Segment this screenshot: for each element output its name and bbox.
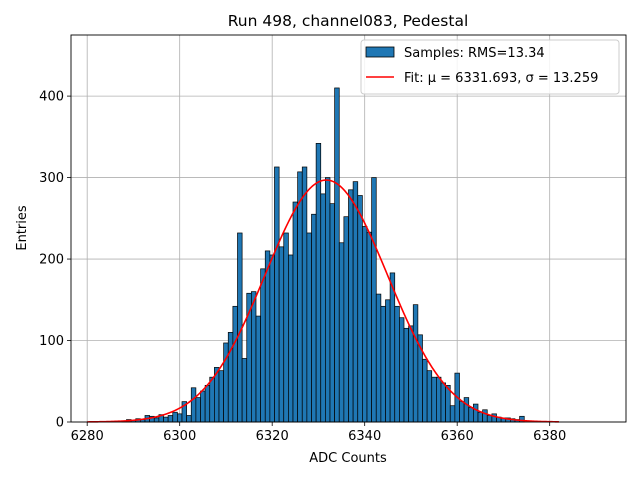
histogram-bar bbox=[315, 143, 322, 423]
histogram-bar bbox=[394, 305, 400, 423]
histogram-bars bbox=[121, 87, 525, 423]
x-tick-label: 6380 bbox=[533, 429, 566, 444]
histogram-bar bbox=[352, 181, 359, 423]
histogram-bar bbox=[283, 232, 289, 423]
histogram-bar bbox=[338, 242, 345, 423]
legend: Samples: RMS=13.34 Fit: μ = 6331.693, σ … bbox=[360, 39, 620, 95]
histogram-bar bbox=[311, 213, 317, 423]
histogram-bar bbox=[288, 254, 294, 423]
x-tick-label: 6340 bbox=[348, 429, 381, 444]
histogram-bar bbox=[292, 201, 298, 423]
histogram-bar bbox=[486, 415, 493, 423]
histogram-bar bbox=[241, 358, 248, 423]
histogram-bar bbox=[297, 171, 303, 423]
y-tick-label: 0 bbox=[56, 416, 64, 431]
histogram-bar bbox=[232, 305, 238, 423]
plot-frame bbox=[70, 34, 627, 423]
histogram-bar bbox=[153, 417, 160, 423]
histogram-bar bbox=[200, 390, 206, 423]
histogram-bar bbox=[380, 305, 386, 423]
histogram-bar bbox=[204, 384, 211, 423]
histogram-bar bbox=[167, 415, 174, 423]
histogram-bar bbox=[278, 246, 285, 423]
y-axis-label: Entries bbox=[15, 205, 30, 251]
x-axis-label: ADC Counts bbox=[309, 451, 387, 466]
x-tick-label: 6320 bbox=[256, 429, 289, 444]
legend-label-samples: Samples: RMS=13.34 bbox=[404, 46, 545, 61]
histogram-bar bbox=[436, 376, 442, 423]
histogram-bar bbox=[371, 177, 377, 423]
x-axis-ticks: 6280 6300 6320 6340 6360 6380 bbox=[71, 422, 566, 444]
histogram-bar bbox=[431, 376, 437, 423]
histogram-bar bbox=[274, 166, 280, 423]
y-axis-ticks: 0 100 200 300 400 bbox=[39, 90, 71, 431]
histogram-bar bbox=[209, 376, 215, 423]
legend-label-fit: Fit: μ = 6331.693, σ = 13.259 bbox=[404, 71, 598, 86]
histogram-bar bbox=[399, 317, 405, 423]
histogram-bar bbox=[301, 166, 308, 423]
histogram-bar bbox=[477, 411, 483, 423]
histogram-bar bbox=[172, 411, 178, 423]
histogram-bar bbox=[440, 382, 446, 423]
fit-curve-layer bbox=[87, 179, 559, 423]
histogram-bar bbox=[195, 397, 201, 423]
gaussian-fit-curve bbox=[87, 179, 559, 423]
x-tick-label: 6280 bbox=[71, 429, 104, 444]
histogram-bar bbox=[357, 195, 363, 423]
histogram-bar bbox=[306, 232, 312, 423]
histogram-bar bbox=[190, 387, 197, 423]
histogram-bar bbox=[463, 397, 470, 423]
x-tick-label: 6360 bbox=[441, 429, 474, 444]
histogram-bar bbox=[251, 291, 257, 423]
histogram-bar bbox=[177, 413, 183, 423]
histogram-bar bbox=[482, 409, 488, 423]
histogram-bar bbox=[412, 304, 419, 423]
histogram-bar bbox=[255, 315, 261, 423]
histogram-bar bbox=[218, 370, 224, 423]
histogram-bar bbox=[473, 403, 479, 423]
y-tick-label: 200 bbox=[39, 253, 64, 268]
histogram-bar bbox=[325, 177, 331, 423]
chart-title: Run 498, channel083, Pedestal bbox=[228, 12, 469, 30]
histogram-bar bbox=[375, 293, 382, 423]
histogram-bar bbox=[186, 415, 192, 423]
histogram-bar bbox=[449, 405, 456, 423]
histogram-bar bbox=[403, 327, 409, 423]
histogram-bar bbox=[334, 87, 340, 423]
histogram-bar bbox=[269, 254, 275, 423]
histogram-bar bbox=[468, 406, 474, 423]
histogram-bar bbox=[362, 226, 368, 423]
legend-histogram-swatch bbox=[365, 46, 395, 58]
histogram-bar bbox=[385, 299, 391, 423]
histogram-bar bbox=[459, 401, 465, 423]
histogram-bar bbox=[389, 272, 396, 423]
histogram-bar bbox=[260, 268, 266, 423]
histogram-bar bbox=[343, 216, 349, 423]
y-tick-label: 400 bbox=[39, 90, 64, 105]
histogram-bar bbox=[366, 231, 372, 423]
histogram-bar bbox=[426, 370, 433, 423]
histogram-bar bbox=[264, 250, 271, 423]
legend-box bbox=[360, 39, 620, 95]
histogram-bar bbox=[163, 416, 169, 423]
histogram-bar bbox=[348, 189, 354, 423]
histogram-bar bbox=[320, 193, 326, 423]
y-tick-label: 100 bbox=[39, 334, 64, 349]
histogram-bar bbox=[329, 203, 335, 423]
x-tick-label: 6300 bbox=[163, 429, 196, 444]
histogram-bar bbox=[408, 325, 414, 423]
histogram-bar bbox=[422, 358, 428, 423]
y-tick-label: 300 bbox=[39, 171, 64, 186]
